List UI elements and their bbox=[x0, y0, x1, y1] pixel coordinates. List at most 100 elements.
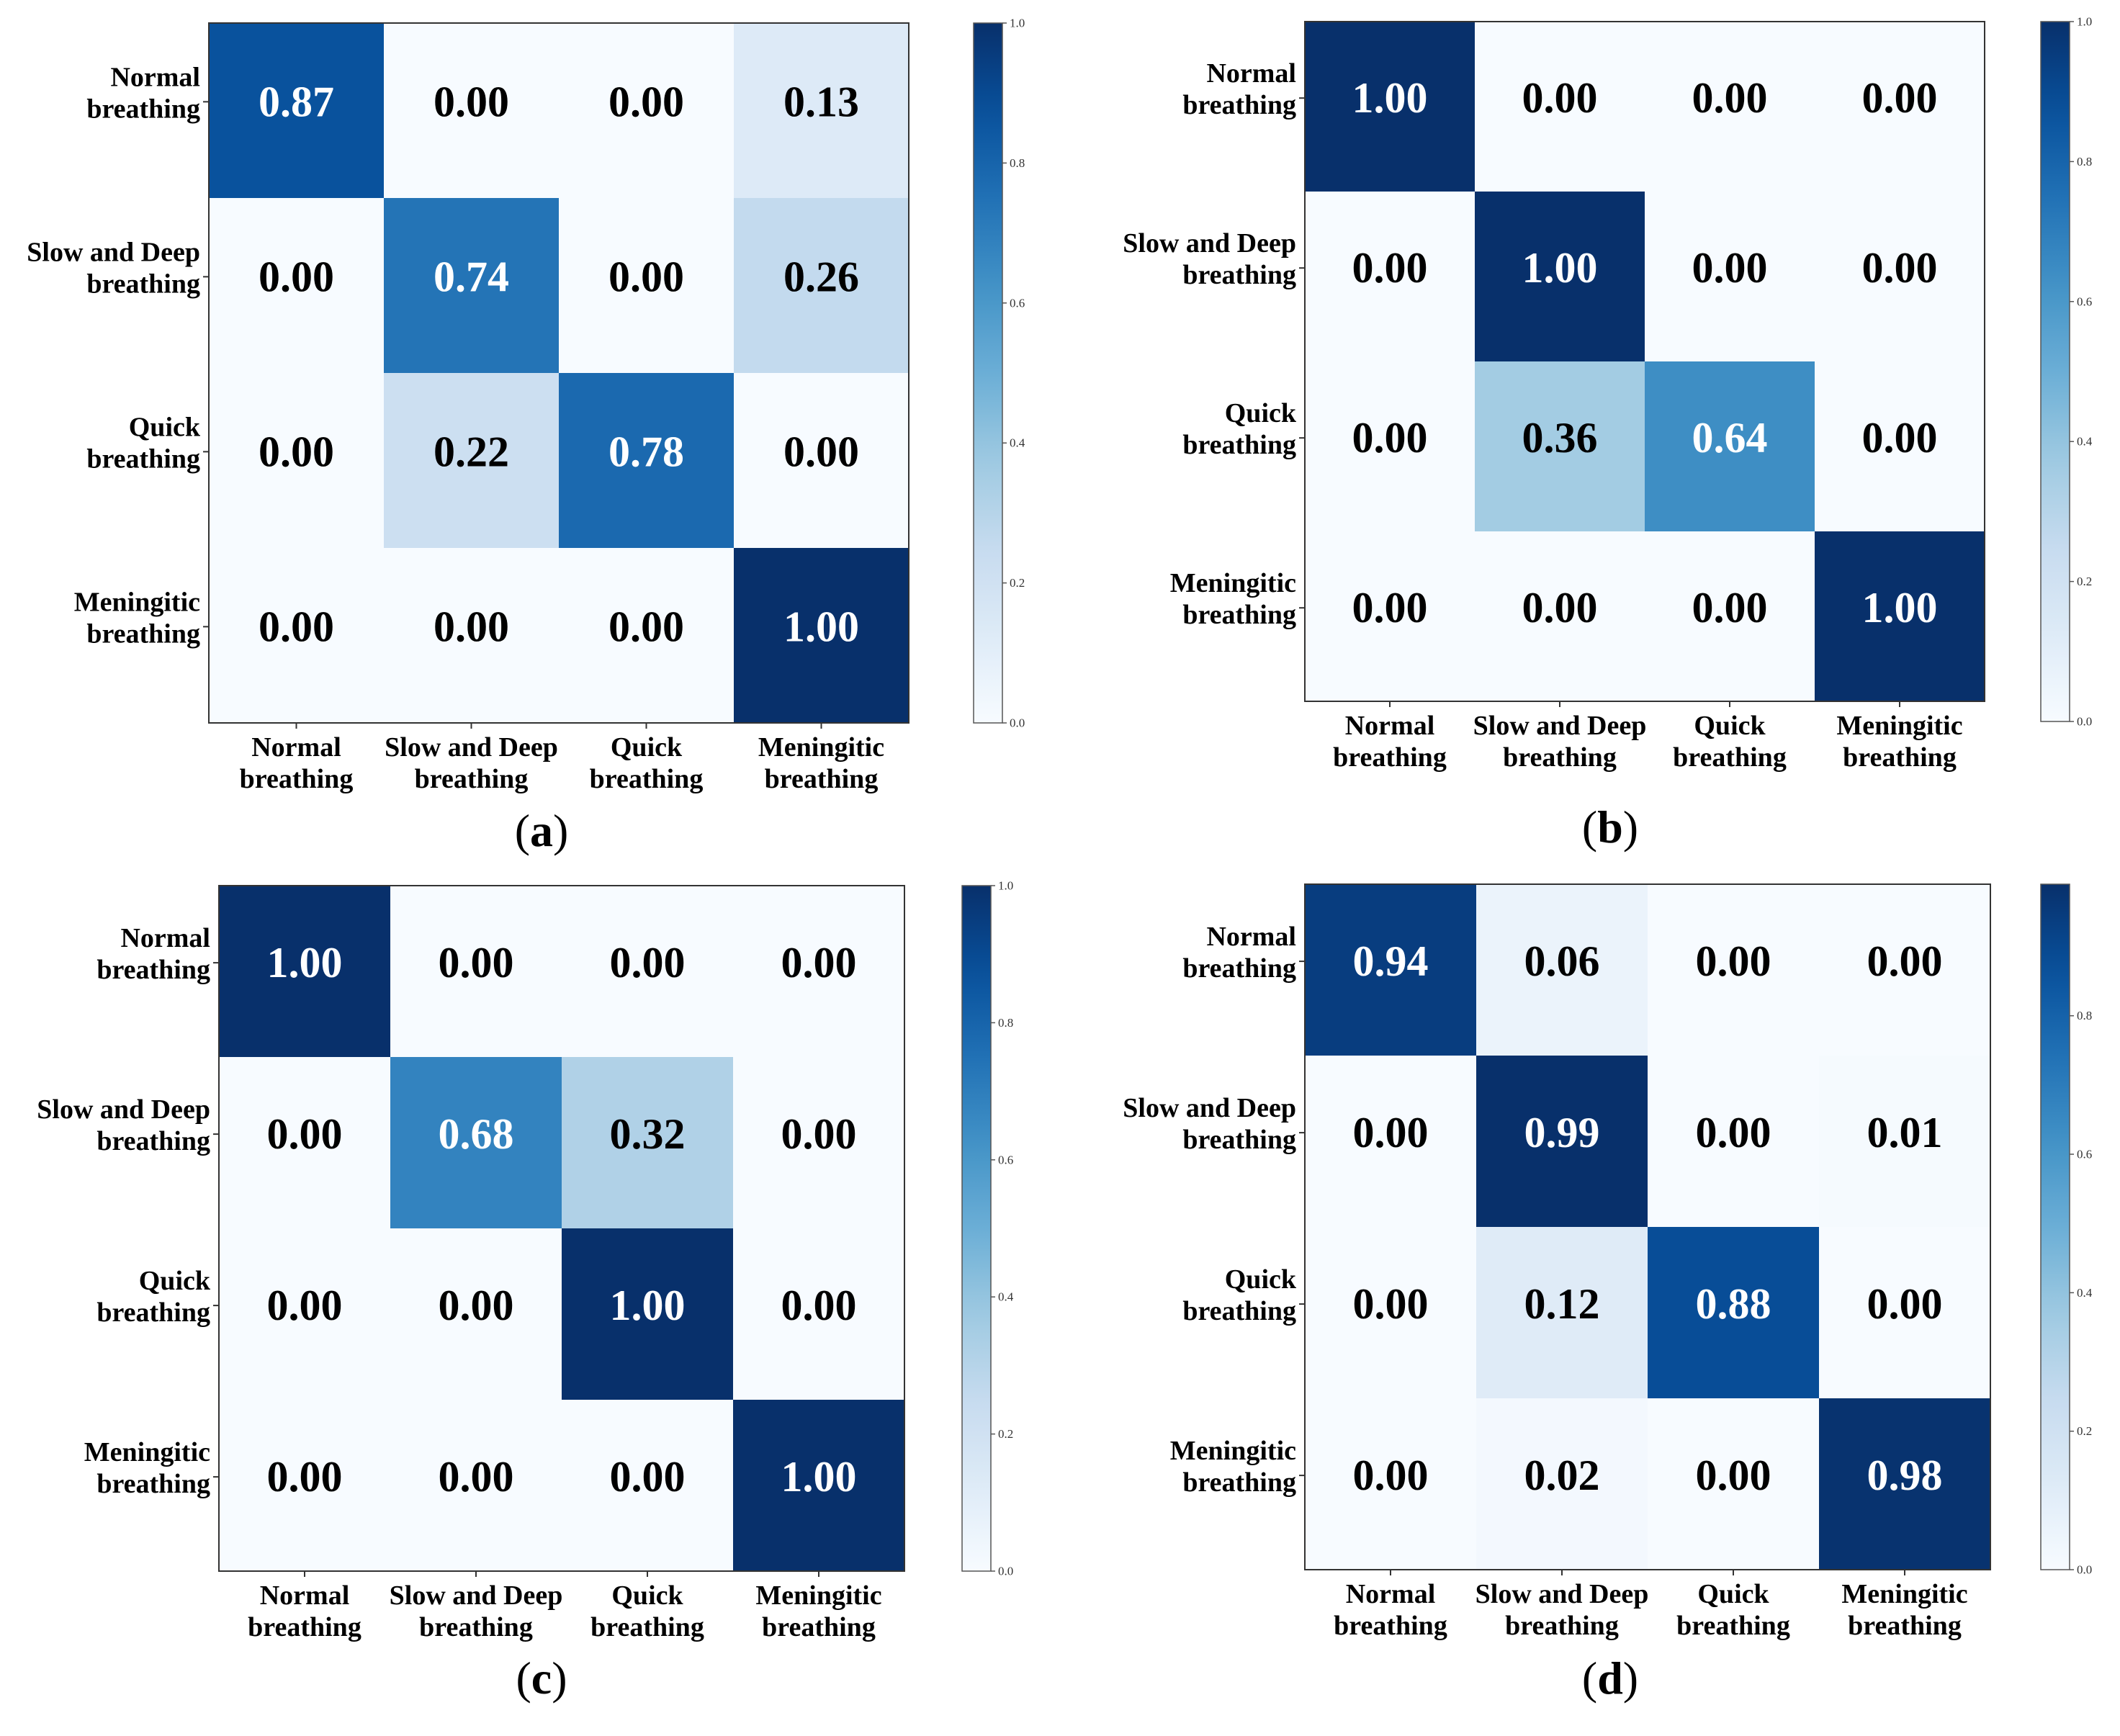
matrix-cell bbox=[1648, 1056, 1819, 1227]
row-label: Slow and Deep breathing bbox=[37, 1094, 210, 1156]
matrix-cell bbox=[1475, 531, 1645, 701]
matrix-cell bbox=[562, 886, 733, 1057]
matrix-cell bbox=[734, 373, 909, 548]
column-label: Normal breathing bbox=[248, 1580, 361, 1642]
row-label: Quick breathing bbox=[86, 412, 201, 474]
colorbar-tick-label: 0.4 bbox=[998, 1290, 1014, 1304]
colorbar-tick-label: 0.0 bbox=[1010, 716, 1025, 730]
matrix-cell bbox=[1475, 192, 1645, 361]
row-label: Meningitic breathing bbox=[74, 587, 200, 649]
cell-value: 0.13 bbox=[783, 78, 859, 125]
cell-value: 0.98 bbox=[1867, 1452, 1943, 1499]
matrix-cell bbox=[209, 23, 384, 198]
cell-value: 0.00 bbox=[1353, 1109, 1429, 1156]
cell-value: 0.00 bbox=[608, 253, 684, 300]
matrix-cell bbox=[219, 1228, 390, 1400]
confusion-matrix-panel-c: 1.00 0.00 0.00 0.000.00 0.68 0.32 0.000.00 0.00… bbox=[37, 879, 1013, 1704]
cell-value: 0.00 bbox=[439, 1453, 514, 1501]
matrix-cell bbox=[219, 886, 390, 1057]
matrix-cell bbox=[1475, 361, 1645, 531]
cell-value: 0.00 bbox=[783, 428, 859, 475]
cell-value: 0.00 bbox=[1352, 584, 1428, 631]
cell-value: 0.00 bbox=[1352, 414, 1428, 462]
matrix-cell bbox=[1305, 361, 1475, 531]
cell-value: 0.00 bbox=[610, 1453, 686, 1501]
cell-value: 0.00 bbox=[608, 603, 684, 650]
colorbar-tick-label: 0.4 bbox=[1010, 436, 1025, 450]
cell-value: 0.00 bbox=[259, 253, 334, 300]
row-label: Meningitic breathing bbox=[1170, 568, 1296, 630]
matrix-cell bbox=[559, 198, 734, 373]
cell-value: 1.00 bbox=[783, 603, 859, 650]
column-label: Slow and Deep breathing bbox=[1476, 1579, 1649, 1641]
column-label: Slow and Deep breathing bbox=[385, 732, 558, 794]
matrix-cell bbox=[1819, 1227, 1990, 1398]
matrix-cell bbox=[562, 1057, 733, 1228]
colorbar-tick-label: 1.0 bbox=[2077, 15, 2092, 29]
matrix-cell bbox=[384, 548, 559, 723]
matrix-cell bbox=[1305, 1227, 1476, 1398]
column-label: Slow and Deep breathing bbox=[1473, 711, 1647, 773]
cell-value: 0.00 bbox=[439, 939, 514, 986]
column-label: Normal breathing bbox=[1333, 711, 1447, 773]
colorbar-tick-label: 0.4 bbox=[2077, 1286, 2093, 1300]
row-label: Quick breathing bbox=[1182, 398, 1297, 460]
colorbar-tick-label: 0.2 bbox=[2077, 575, 2092, 588]
matrix-cell bbox=[1815, 531, 1985, 701]
column-label: Normal breathing bbox=[1334, 1579, 1447, 1641]
panel-label: (d) bbox=[1582, 1652, 1638, 1704]
matrix-cell bbox=[384, 198, 559, 373]
matrix-cell bbox=[209, 198, 384, 373]
matrix-cell bbox=[390, 886, 562, 1057]
cell-value: 0.78 bbox=[608, 428, 684, 475]
cell-value: 0.00 bbox=[434, 603, 509, 650]
matrix-cell bbox=[733, 1228, 904, 1400]
matrix-cell bbox=[1645, 22, 1815, 192]
row-label: Slow and Deep breathing bbox=[27, 237, 200, 299]
matrix-cell bbox=[559, 373, 734, 548]
colorbar bbox=[973, 22, 1003, 724]
cell-value: 0.01 bbox=[1867, 1109, 1943, 1156]
matrix-frame bbox=[208, 22, 909, 724]
row-label: Meningitic breathing bbox=[1170, 1436, 1296, 1498]
confusion-matrix-panel-d: 0.94 0.06 0.00 0.00 0.00 0.99 0.00 0.01 0.00 0.12… bbox=[1123, 883, 2093, 1704]
matrix-frame bbox=[1304, 883, 1991, 1570]
matrix-cell bbox=[390, 1057, 562, 1228]
matrix-cell bbox=[1819, 1398, 1990, 1570]
cell-value: 0.32 bbox=[610, 1110, 686, 1158]
cell-value: 0.68 bbox=[439, 1110, 514, 1158]
colorbar-tick-label: 0.2 bbox=[998, 1427, 1013, 1441]
matrix-cell bbox=[1648, 1227, 1819, 1398]
cell-value: 0.00 bbox=[259, 428, 334, 475]
matrix-cell bbox=[209, 548, 384, 723]
cell-value: 0.64 bbox=[1692, 414, 1768, 462]
cell-value: 0.00 bbox=[267, 1282, 343, 1329]
cell-value: 0.00 bbox=[1696, 1109, 1771, 1156]
row-label: Slow and Deep breathing bbox=[1123, 228, 1296, 290]
column-label: Meningitic breathing bbox=[1836, 711, 1962, 773]
cell-value: 0.87 bbox=[259, 78, 334, 125]
cell-value: 0.00 bbox=[1696, 1452, 1771, 1499]
matrix-cell bbox=[1476, 1227, 1648, 1398]
cell-value: 0.00 bbox=[1353, 1452, 1429, 1499]
column-label: Meningitic breathing bbox=[1841, 1579, 1967, 1641]
matrix-cell bbox=[1305, 1056, 1476, 1227]
cell-value: 0.00 bbox=[1862, 244, 1938, 292]
matrix-cell bbox=[1819, 884, 1990, 1056]
row-label: Normal breathing bbox=[86, 62, 200, 124]
matrix-cell bbox=[1648, 1398, 1819, 1570]
cell-value: 1.00 bbox=[1862, 584, 1938, 631]
row-label: Quick breathing bbox=[96, 1266, 211, 1328]
cell-value: 0.00 bbox=[1692, 244, 1768, 292]
colorbar-tick-label: 0.8 bbox=[2077, 1009, 2092, 1022]
cell-value: 0.00 bbox=[781, 1110, 857, 1158]
column-label: Quick breathing bbox=[590, 1580, 704, 1642]
cell-value: 0.06 bbox=[1524, 937, 1600, 985]
confusion-matrix-panel-b: 1.00 0.00 0.00 0.00 0.00 1.00 0.00 0.00 0.00 0.36… bbox=[1123, 15, 2092, 853]
panel-label: (b) bbox=[1582, 801, 1638, 853]
matrix-cell bbox=[733, 1057, 904, 1228]
matrix-cell bbox=[1305, 22, 1475, 192]
cell-value: 1.00 bbox=[1522, 244, 1598, 292]
colorbar-tick-label: 0.0 bbox=[998, 1565, 1013, 1578]
